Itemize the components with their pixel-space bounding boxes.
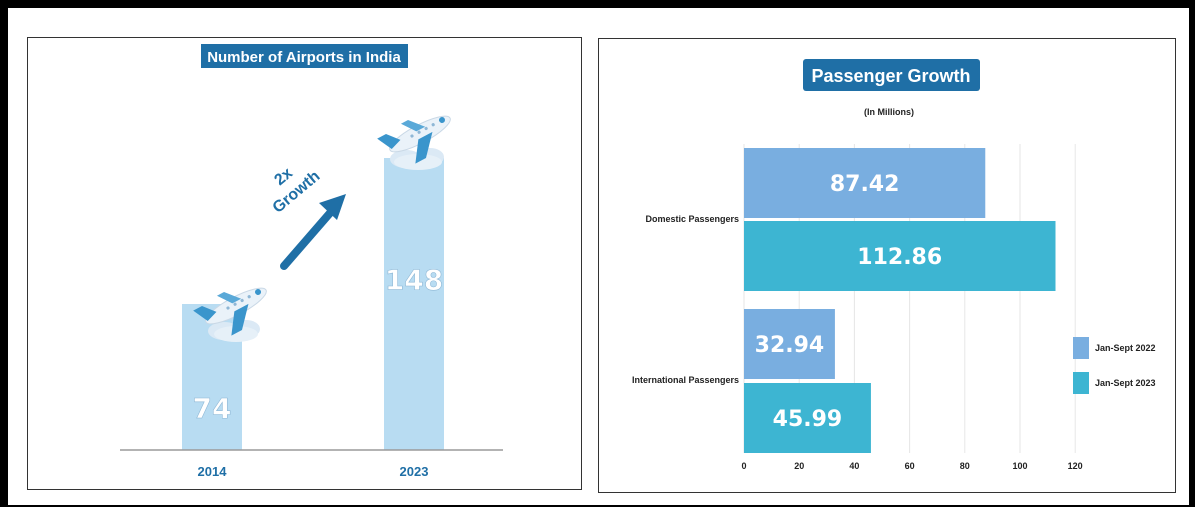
passenger-title-background <box>803 59 980 91</box>
passenger-chart-panel: Passenger Growth (In Millions) 87.42 112.… <box>598 38 1176 493</box>
bar-value-label-0-0: 87.42 <box>830 172 900 197</box>
x-tick-label-100: 100 <box>1012 461 1027 471</box>
x-tick-label-80: 80 <box>960 461 970 471</box>
airports-chart-panel: Number of Airports in India 74 148 2014 20… <box>27 37 582 490</box>
x-tick-label-20: 20 <box>794 461 804 471</box>
passenger-x-ticks: 0 20 40 60 80 100 120 <box>741 461 1082 471</box>
legend-label-0: Jan-Sept 2022 <box>1095 343 1156 353</box>
legend-label-1: Jan-Sept 2023 <box>1095 378 1156 388</box>
airports-value-label-2014: 74 <box>193 392 232 425</box>
bar-1-1 <box>744 383 871 453</box>
airports-bar-2023 <box>384 158 444 450</box>
bar-value-label-1-0: 32.94 <box>755 333 825 358</box>
x-tick-label-60: 60 <box>905 461 915 471</box>
airports-title-background <box>201 44 408 68</box>
bar-value-label-1-1: 45.99 <box>773 407 843 432</box>
passenger-category-labels: Domestic Passengers International Passeng… <box>632 214 739 385</box>
bar-value-label-0-1: 112.86 <box>857 245 942 270</box>
passenger-legend: Jan-Sept 2022 Jan-Sept 2023 <box>1073 337 1156 394</box>
airports-title: Number of Airports in India <box>207 49 401 66</box>
passenger-title: Passenger Growth <box>811 66 970 86</box>
bar-0-1 <box>744 221 1056 291</box>
growth-arrow-icon <box>280 194 346 270</box>
category-label-1: International Passengers <box>632 375 739 385</box>
bar-0-0 <box>744 148 986 218</box>
passenger-subtitle: (In Millions) <box>864 107 914 117</box>
airports-value-label-2023: 148 <box>385 263 443 296</box>
airplane-icon-2023 <box>377 115 451 170</box>
growth-annotation: 2x Growth <box>270 165 324 217</box>
airports-category-label-2014: 2014 <box>198 464 228 479</box>
x-tick-label-40: 40 <box>849 461 859 471</box>
passenger-chart: Passenger Growth (In Millions) 87.42 112.… <box>632 59 1156 471</box>
x-tick-label-0: 0 <box>741 461 746 471</box>
passenger-bars: 87.42 112.86 32.94 45.99 <box>744 148 1056 453</box>
category-label-0: Domestic Passengers <box>645 214 739 224</box>
airplane-icon-2014 <box>193 287 267 342</box>
x-tick-label-120: 120 <box>1068 461 1083 471</box>
airports-category-label-2023: 2023 <box>400 464 429 479</box>
airports-category-labels: 2014 2023 <box>198 464 429 479</box>
legend-swatch-1 <box>1073 372 1089 394</box>
bar-1-0 <box>744 309 835 379</box>
legend-swatch-0 <box>1073 337 1089 359</box>
